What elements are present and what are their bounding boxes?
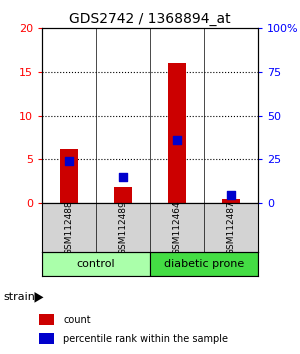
Text: GSM112487: GSM112487 [226,200,236,255]
Bar [168,63,187,203]
Text: count: count [63,315,91,325]
Bar [42,252,150,276]
Title: GDS2742 / 1368894_at: GDS2742 / 1368894_at [69,12,231,26]
Bar [221,199,241,203]
Bar [39,314,54,325]
Point [67,158,71,164]
Point [175,137,179,143]
Text: GSM112464: GSM112464 [172,200,182,255]
Bar [39,333,54,344]
Text: strain: strain [3,292,35,302]
Text: control: control [77,259,115,269]
Text: percentile rank within the sample: percentile rank within the sample [63,334,228,344]
Text: diabetic prone: diabetic prone [164,259,244,269]
Polygon shape [34,292,43,303]
Text: GSM112489: GSM112489 [118,200,127,255]
Point [229,192,233,198]
Bar [59,149,78,203]
Point [121,174,125,179]
Bar [113,187,133,203]
Bar [150,252,258,276]
Text: GSM112488: GSM112488 [64,200,74,255]
